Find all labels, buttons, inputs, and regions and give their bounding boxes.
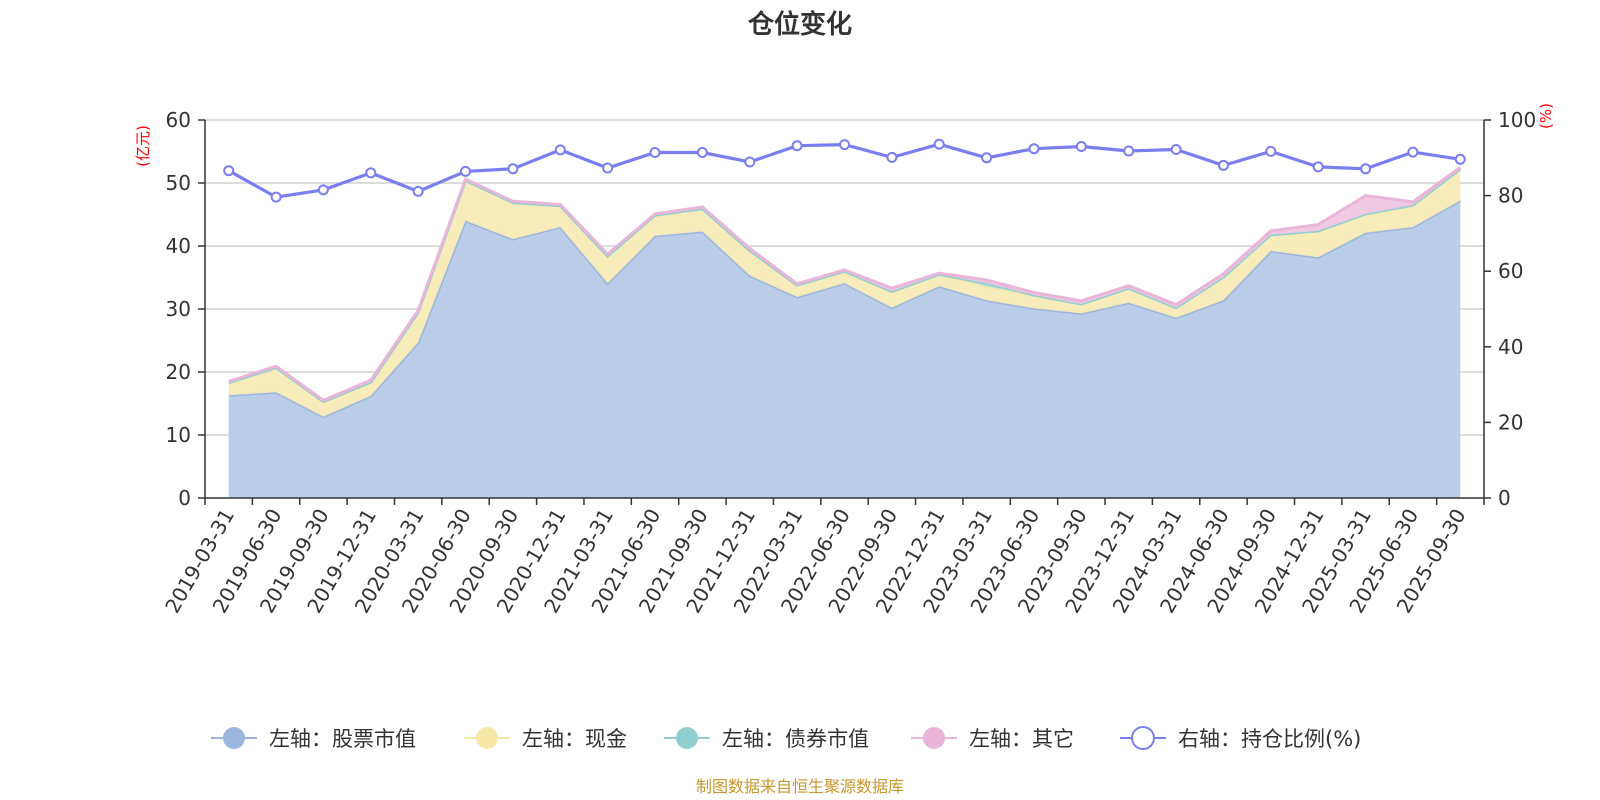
left-axis-unit: (亿元) — [134, 125, 152, 167]
legend-marker-circle — [223, 727, 245, 749]
legend-label: 左轴：股票市值 — [269, 727, 416, 751]
left-axis-tick-label: 40 — [166, 234, 191, 258]
ratio-point — [839, 139, 850, 151]
data-source-note: 制图数据来自恒生聚源数据库 — [696, 777, 904, 796]
right-axis-unit: (%) — [1537, 103, 1555, 129]
right-axis-tick-label: 100 — [1498, 108, 1536, 132]
ratio-point — [649, 147, 661, 158]
legend-label: 左轴：现金 — [522, 727, 627, 751]
legend-marker-circle — [923, 727, 945, 749]
ratio-point — [270, 191, 282, 203]
right-axis-tick-label: 0 — [1498, 486, 1511, 510]
legend: 左轴：股票市值 左轴：现金 左轴：债券市值 左轴：其它 右轴：持仓比例(%) — [211, 726, 1361, 751]
ratio-point — [1360, 163, 1372, 175]
legend-label: 左轴：债券市值 — [722, 727, 869, 751]
chart-title: 仓位变化 — [747, 9, 852, 40]
right-axis-tick-label: 60 — [1498, 259, 1523, 283]
legend-label: 右轴：持仓比例(%) — [1178, 727, 1361, 751]
legend-label: 左轴：其它 — [969, 727, 1074, 751]
left-axis-tick-label: 10 — [166, 423, 191, 447]
ratio-point — [365, 167, 377, 179]
ratio-point — [1218, 159, 1229, 171]
left-axis-tick-label: 60 — [166, 108, 191, 132]
ratio-point — [791, 140, 803, 152]
ratio-point — [933, 138, 945, 150]
area-2 — [228, 169, 1461, 417]
ratio-point — [412, 185, 424, 197]
ratio-point — [223, 165, 235, 177]
left-axis-tick-label: 30 — [166, 297, 191, 321]
ratio-point — [981, 152, 993, 164]
ratio-point — [507, 163, 519, 175]
ratio-point — [554, 144, 566, 156]
ratio-point — [1265, 145, 1277, 157]
ratio-point — [460, 165, 471, 177]
ratio-point — [1407, 146, 1419, 158]
ratio-point — [602, 162, 614, 174]
ratio-point — [317, 184, 329, 196]
left-axis-tick-label: 50 — [166, 171, 191, 195]
stacked-areas — [228, 166, 1462, 498]
left-axis-tick-label: 0 — [178, 486, 191, 510]
right-axis-tick-label: 80 — [1498, 184, 1523, 208]
left-axis-tick-label: 20 — [166, 360, 191, 384]
position-ratio-line — [223, 138, 1466, 203]
ratio-point — [744, 156, 756, 168]
ratio-point — [1312, 161, 1324, 173]
legend-marker-circle — [476, 727, 498, 749]
ratio-point — [696, 147, 708, 158]
ratio-point — [1075, 141, 1087, 152]
area-edge-4 — [228, 166, 1462, 403]
legend-marker-circle — [676, 727, 698, 749]
right-axis-tick-label: 40 — [1498, 335, 1523, 359]
right-axis-tick-label: 20 — [1498, 410, 1523, 434]
ratio-point — [1170, 144, 1182, 155]
area-1 — [228, 200, 1461, 498]
ratio-point — [1028, 143, 1040, 155]
ratio-point — [886, 151, 898, 163]
legend-marker-hollow-circle — [1131, 726, 1155, 750]
ratio-point — [1454, 153, 1466, 165]
ratio-point — [1123, 145, 1135, 157]
